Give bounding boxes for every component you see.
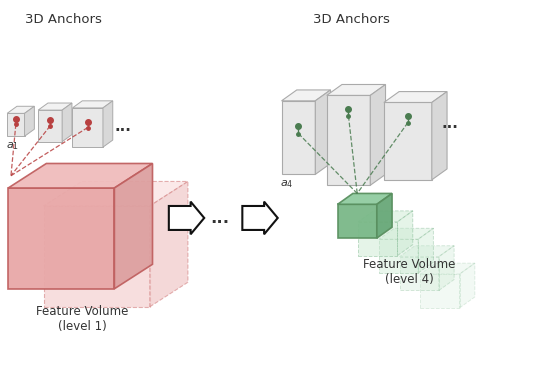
Text: 3D Anchors: 3D Anchors <box>25 12 101 26</box>
Polygon shape <box>400 246 454 257</box>
Polygon shape <box>8 164 152 188</box>
Polygon shape <box>379 228 433 239</box>
Polygon shape <box>243 202 278 234</box>
Polygon shape <box>439 246 454 290</box>
Polygon shape <box>282 90 331 101</box>
Polygon shape <box>7 114 25 136</box>
Polygon shape <box>338 204 377 238</box>
Polygon shape <box>327 85 386 96</box>
Polygon shape <box>282 101 315 174</box>
Polygon shape <box>384 103 432 180</box>
Polygon shape <box>7 106 34 114</box>
Polygon shape <box>25 106 34 136</box>
Polygon shape <box>398 211 412 256</box>
Polygon shape <box>103 101 113 147</box>
Polygon shape <box>73 108 103 147</box>
Polygon shape <box>358 222 398 256</box>
Polygon shape <box>8 188 114 289</box>
Polygon shape <box>169 202 204 234</box>
Polygon shape <box>62 103 72 142</box>
Text: 3D Anchors: 3D Anchors <box>313 12 390 26</box>
Polygon shape <box>38 110 62 142</box>
Polygon shape <box>370 85 386 185</box>
Text: ...: ... <box>441 116 458 131</box>
Polygon shape <box>38 103 72 110</box>
Polygon shape <box>377 193 392 238</box>
Polygon shape <box>432 92 447 180</box>
Polygon shape <box>379 239 418 273</box>
Text: ...: ... <box>210 209 229 227</box>
Polygon shape <box>420 263 475 274</box>
Polygon shape <box>43 206 150 307</box>
Polygon shape <box>418 228 433 273</box>
Text: Feature Volume
(level 1): Feature Volume (level 1) <box>36 305 128 333</box>
Polygon shape <box>400 257 439 290</box>
Polygon shape <box>315 90 331 174</box>
Polygon shape <box>73 101 113 108</box>
Text: ...: ... <box>114 120 131 135</box>
Text: $a_1$: $a_1$ <box>6 140 19 152</box>
Polygon shape <box>420 274 460 308</box>
Polygon shape <box>338 193 392 204</box>
Polygon shape <box>327 96 370 185</box>
Polygon shape <box>114 164 152 289</box>
Polygon shape <box>150 182 188 307</box>
Polygon shape <box>43 182 188 206</box>
Polygon shape <box>460 263 475 308</box>
Polygon shape <box>358 211 412 222</box>
Text: $a_4$: $a_4$ <box>280 178 294 190</box>
Text: Feature Volume
(level 4): Feature Volume (level 4) <box>363 258 455 286</box>
Polygon shape <box>384 92 447 103</box>
